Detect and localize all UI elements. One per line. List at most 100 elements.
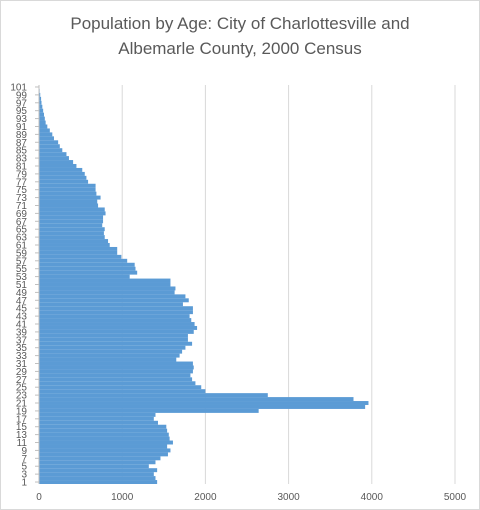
y-tick-label-15: 15 [16,422,28,433]
x-tick-label-2000: 2000 [194,492,217,503]
y-tick-label-7: 7 [21,454,27,465]
bar-age-89 [39,132,53,137]
bar-age-16 [39,420,158,425]
bar-age-94 [39,112,44,117]
bar-age-23 [39,393,268,398]
y-tick-label-75: 75 [16,185,28,196]
x-tick-label-0: 0 [36,492,42,503]
chart-title: Population by Age: City of Charlottesvil… [1,11,479,61]
bar-age-38 [39,333,188,338]
bar-age-5 [39,464,149,469]
chart-title-line-1: Population by Age: City of Charlottesvil… [70,14,410,33]
bar-age-24 [39,389,206,394]
y-tick-label-31: 31 [16,359,28,370]
y-tick-label-61: 61 [16,240,28,251]
y-tick-label-23: 23 [16,391,28,402]
y-tick-label-95: 95 [16,106,28,117]
y-tick-label-1: 1 [21,478,27,489]
bar-age-31 [39,361,193,366]
y-tick-label-69: 69 [16,209,28,220]
bar-age-39 [39,329,194,334]
bar-age-90 [39,128,50,133]
bar-age-20 [39,404,366,409]
bar-age-80 [39,167,83,172]
y-tick-label-17: 17 [16,414,28,425]
bar-age-47 [39,298,189,303]
bar-age-6 [39,460,156,465]
bar-age-58 [39,254,122,259]
bar-age-72 [39,199,98,204]
bar-age-82 [39,160,74,165]
y-tick-label-25: 25 [16,383,28,394]
bar-age-52 [39,278,171,283]
bar-age-77 [39,179,89,184]
bar-age-76 [39,183,96,188]
bar-age-43 [39,314,190,319]
y-tick-label-85: 85 [16,146,28,157]
bar-age-67 [39,219,104,224]
bar-age-49 [39,290,175,295]
y-tick-label-51: 51 [16,280,28,291]
y-tick-label-63: 63 [16,233,28,244]
bar-age-96 [39,104,43,109]
bar-age-56 [39,262,135,267]
bar-age-32 [39,357,177,362]
y-tick-label-89: 89 [16,130,28,141]
bar-age-81 [39,164,77,168]
bar-age-99 [39,92,41,97]
bar-age-64 [39,231,104,236]
y-tick-label-41: 41 [16,320,28,331]
x-tick-label-3000: 3000 [277,492,300,503]
bar-age-78 [39,175,87,180]
bar-age-51 [39,282,171,287]
bar-age-44 [39,310,193,315]
bar-age-53 [39,274,130,279]
y-tick-label-81: 81 [16,161,28,172]
y-tick-label-13: 13 [16,430,28,441]
y-tick-label-55: 55 [16,264,28,275]
bar-age-62 [39,239,109,244]
y-tick-label-101: 101 [10,82,27,93]
bars [39,85,369,484]
bar-age-26 [39,381,196,386]
y-tick-label-99: 99 [16,90,28,101]
bar-age-46 [39,302,183,307]
axes: 0 1000 2000 3000 4000 50001357911131517192123… [10,82,466,503]
bar-age-61 [39,243,110,247]
bar-age-22 [39,397,354,402]
bar-age-70 [39,207,105,212]
y-tick-label-43: 43 [16,312,28,323]
y-tick-label-83: 83 [16,154,28,165]
bar-age-50 [39,286,176,291]
bar-age-42 [39,318,192,323]
bar-age-86 [39,144,60,149]
x-tick-label-5000: 5000 [444,492,467,503]
chart-title-line-2: Albemarle County, 2000 Census [118,39,362,58]
y-tick-label-73: 73 [16,193,28,204]
bar-age-3 [39,472,154,477]
bar-age-92 [39,120,46,125]
bar-age-35 [39,345,186,350]
y-tick-label-79: 79 [16,169,28,180]
bar-age-40 [39,325,198,330]
bar-age-11 [39,440,173,445]
bar-age-8 [39,452,168,457]
bar-age-65 [39,227,105,232]
bar-age-18 [39,412,156,417]
y-tick-label-49: 49 [16,288,28,299]
bar-age-85 [39,148,63,153]
y-tick-label-53: 53 [16,272,28,283]
y-tick-label-47: 47 [16,296,28,307]
x-tick-label-1000: 1000 [111,492,134,503]
bar-age-69 [39,211,106,216]
bar-age-2 [39,476,156,481]
bar-age-21 [39,401,369,405]
bar-age-91 [39,124,48,129]
y-tick-label-65: 65 [16,225,28,236]
bar-age-66 [39,223,103,228]
bar-age-59 [39,250,118,255]
bar-age-98 [39,96,42,101]
y-tick-label-71: 71 [16,201,28,212]
y-tick-label-9: 9 [21,446,27,457]
